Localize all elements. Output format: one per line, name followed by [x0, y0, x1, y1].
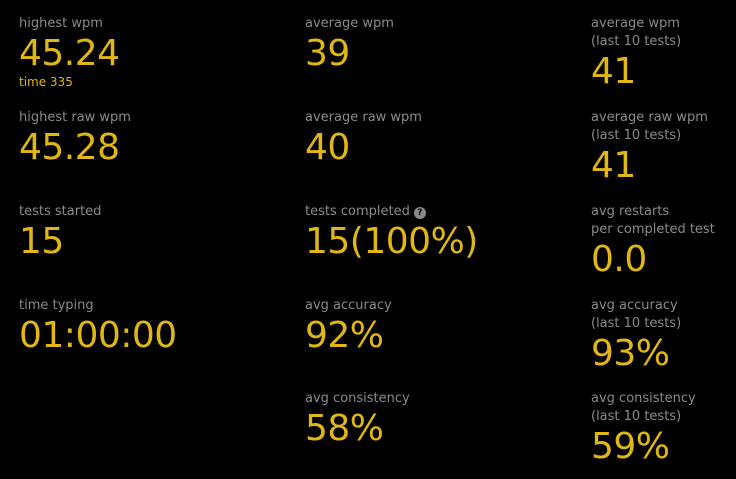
stat-label: time typing — [19, 298, 94, 313]
stat-label: tests started — [19, 204, 102, 219]
stat-value: 0.0 — [591, 239, 647, 280]
stat-label: avg accuracy — [305, 298, 392, 313]
stat-tests-started: tests started 15 — [19, 203, 169, 262]
stat-value: 01:00:00 — [19, 315, 177, 356]
stat-value: 41 — [591, 51, 636, 92]
stat-label: avg accuracy — [591, 298, 678, 313]
stat-average-wpm: average wpm 39 — [305, 15, 565, 74]
stat-highest-raw-wpm: highest raw wpm 45.28 — [19, 109, 169, 168]
stat-value: 45.24 — [19, 33, 120, 74]
stat-value: 45.28 — [19, 127, 120, 168]
stat-avg-consistency: avg consistency 58% — [305, 390, 565, 449]
stat-sub: time 335 — [19, 75, 73, 89]
stat-value: 93% — [591, 333, 670, 374]
stat-highest-wpm: highest wpm 45.24 time 335 — [19, 15, 169, 89]
stat-avg-restarts: avg restarts per completed test 0.0 — [591, 203, 736, 280]
stat-label-secondary: (last 10 tests) — [591, 409, 682, 424]
stat-value: 40 — [305, 127, 350, 168]
stat-label-secondary: (last 10 tests) — [591, 316, 682, 331]
stat-label-row: tests completed? — [305, 203, 565, 221]
stat-label: average raw wpm — [591, 110, 708, 125]
stat-value: 41 — [591, 145, 636, 186]
stat-average-wpm-last10: average wpm (last 10 tests) 41 — [591, 15, 736, 92]
stat-avg-consistency-last10: avg consistency (last 10 tests) 59% — [591, 390, 736, 467]
stat-avg-accuracy: avg accuracy 92% — [305, 297, 565, 356]
stat-tests-completed: tests completed? 15(100%) — [305, 203, 565, 262]
stat-value: 59% — [591, 426, 670, 467]
stat-time-typing: time typing 01:00:00 — [19, 297, 177, 356]
stat-value: 39 — [305, 33, 350, 74]
stat-label: avg consistency — [591, 391, 696, 406]
stat-label-secondary: (last 10 tests) — [591, 34, 682, 49]
stat-label: tests completed — [305, 204, 410, 219]
stat-label-secondary: (last 10 tests) — [591, 128, 682, 143]
stat-label: highest wpm — [19, 16, 103, 31]
stat-label: average wpm — [305, 16, 394, 31]
stat-average-raw-wpm-last10: average raw wpm (last 10 tests) 41 — [591, 109, 736, 186]
stat-label: highest raw wpm — [19, 110, 131, 125]
stat-value: 15(100%) — [305, 221, 478, 262]
stat-value: 15 — [19, 221, 64, 262]
stat-label: avg restarts — [591, 204, 670, 219]
stat-avg-accuracy-last10: avg accuracy (last 10 tests) 93% — [591, 297, 736, 374]
stat-value: 58% — [305, 408, 384, 449]
stat-label: average wpm — [591, 16, 680, 31]
stat-label: average raw wpm — [305, 110, 422, 125]
stat-value: 92% — [305, 315, 384, 356]
stat-label-secondary: per completed test — [591, 222, 715, 237]
question-circle-icon[interactable]: ? — [413, 207, 426, 219]
stat-label: avg consistency — [305, 391, 410, 406]
stat-average-raw-wpm: average raw wpm 40 — [305, 109, 565, 168]
